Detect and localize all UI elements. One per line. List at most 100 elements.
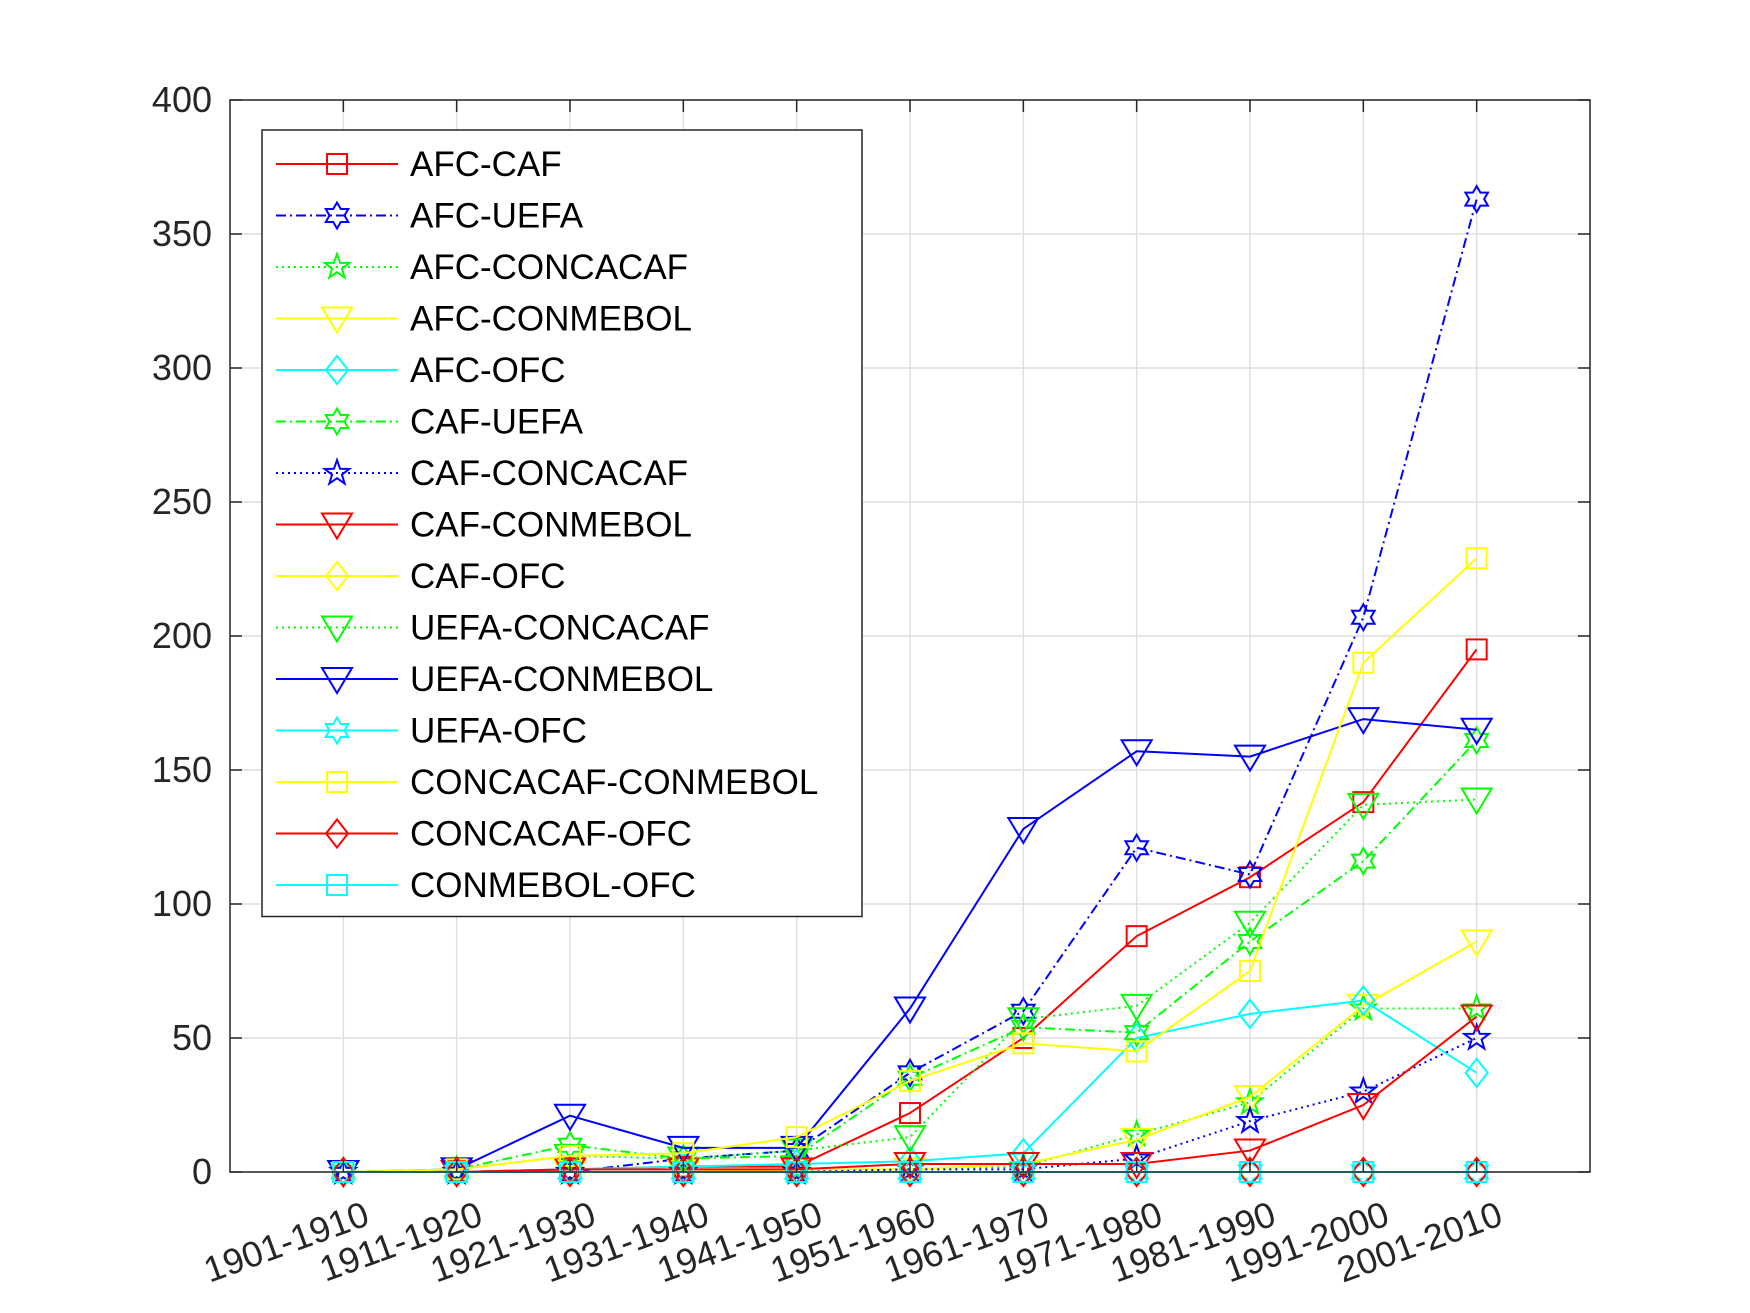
legend-label: UEFA-CONCACAF	[410, 609, 709, 648]
legend-marker	[324, 560, 350, 592]
data-point	[897, 1057, 923, 1088]
legend-entry: CAF-OFC	[276, 557, 566, 596]
data-point	[1011, 1156, 1036, 1188]
legend-entry: CONCACAF-OFC	[276, 815, 692, 854]
data-point	[1350, 846, 1377, 877]
legend-entry: CAF-CONCACAF	[276, 454, 688, 493]
legend-label: CONMEBOL-OFC	[410, 866, 696, 905]
legend-label: CAF-UEFA	[410, 403, 584, 442]
data-point	[1233, 1084, 1267, 1113]
data-point	[666, 1135, 701, 1164]
data-point	[1237, 998, 1263, 1030]
data-point	[1006, 816, 1041, 845]
data-point	[1125, 1040, 1148, 1063]
legend-entry: CONMEBOL-OFC	[276, 866, 696, 905]
series-concacaf-conmebol	[332, 547, 1488, 1183]
data-point	[1233, 1138, 1267, 1167]
data-point	[1346, 1093, 1381, 1121]
legend-entry: AFC-OFC	[276, 351, 566, 390]
y-tick-label: 50	[172, 1017, 212, 1058]
data-point	[1461, 992, 1492, 1022]
data-point	[1010, 1012, 1037, 1043]
data-point	[1233, 744, 1267, 773]
data-point	[784, 1156, 809, 1188]
legend-entry: UEFA-OFC	[276, 712, 587, 751]
data-point	[1352, 651, 1375, 674]
data-point	[1351, 1156, 1376, 1188]
data-point	[1351, 984, 1376, 1017]
legend-marker	[326, 153, 348, 175]
data-point	[1346, 993, 1381, 1022]
data-point	[1465, 547, 1488, 570]
data-point	[1461, 1021, 1492, 1051]
legend-entry: CAF-UEFA	[276, 403, 584, 442]
legend-marker	[326, 771, 348, 793]
legend-label: UEFA-OFC	[410, 712, 587, 751]
data-point	[1465, 638, 1488, 661]
legend-marker	[324, 817, 350, 850]
y-tick-label: 300	[152, 347, 212, 388]
data-point	[1237, 1156, 1263, 1188]
legend-marker	[326, 874, 348, 896]
data-point	[893, 1125, 927, 1154]
data-point	[1234, 1105, 1266, 1135]
legend-marker	[321, 456, 353, 486]
y-tick-label: 100	[152, 883, 212, 924]
data-point	[899, 1102, 921, 1125]
legend-label: AFC-CONCACAF	[410, 248, 688, 287]
legend-box	[261, 129, 863, 918]
legend-marker	[324, 200, 350, 231]
legend-entry: AFC-CONCACAF	[276, 248, 688, 287]
legend-marker	[321, 250, 353, 280]
legend-label: CAF-CONCACAF	[410, 454, 688, 493]
data-point	[899, 1069, 921, 1092]
data-point	[1123, 1017, 1150, 1048]
y-tick-label: 400	[152, 79, 212, 120]
legend-marker	[320, 306, 354, 335]
legend-entry: CONCACAF-CONMEBOL	[276, 763, 818, 802]
data-point	[779, 1138, 814, 1167]
data-point	[785, 1126, 808, 1149]
y-tick-label: 0	[192, 1151, 212, 1192]
data-point	[1239, 960, 1261, 982]
y-tick-label: 250	[152, 481, 212, 522]
legend-marker	[324, 715, 350, 746]
data-point	[1346, 707, 1381, 736]
data-point	[1463, 184, 1490, 215]
legend-label: CAF-OFC	[410, 557, 566, 596]
data-point	[1348, 1075, 1379, 1105]
y-tick-label: 350	[152, 213, 212, 254]
legend-entry: UEFA-CONCACAF	[276, 609, 709, 648]
data-point	[1012, 1032, 1035, 1055]
legend-entry: AFC-CAF	[276, 145, 562, 184]
data-point	[1119, 739, 1154, 768]
data-point	[1346, 792, 1381, 821]
data-point	[444, 1156, 469, 1188]
data-point	[893, 996, 927, 1025]
legend-label: CONCACAF-OFC	[410, 815, 692, 854]
legend-entry: AFC-UEFA	[276, 197, 584, 236]
legend-label: UEFA-CONMEBOL	[410, 660, 713, 699]
data-point	[1010, 996, 1037, 1027]
legend: AFC-CAF AFC-UEFA AFC-CONCACAF AFC-CONMEBOL A…	[261, 129, 863, 918]
data-point	[1463, 725, 1490, 756]
data-point	[1119, 1127, 1154, 1156]
legend-label: AFC-CONMEBOL	[410, 300, 692, 339]
series-line	[343, 557, 1478, 1173]
data-point	[1237, 859, 1263, 890]
legend-label: CAF-CONMEBOL	[410, 506, 692, 545]
legend-marker	[320, 667, 354, 695]
data-point	[1119, 993, 1154, 1022]
data-point	[1123, 832, 1150, 863]
legend-marker	[324, 354, 350, 386]
data-point	[1350, 602, 1377, 633]
data-point	[553, 1103, 587, 1132]
data-point	[1459, 717, 1494, 746]
legend-label: AFC-OFC	[410, 351, 566, 390]
legend-entry: UEFA-CONMEBOL	[276, 660, 713, 699]
data-point	[671, 1156, 696, 1188]
y-tick-label: 150	[152, 749, 212, 790]
series-line	[343, 739, 1478, 1173]
